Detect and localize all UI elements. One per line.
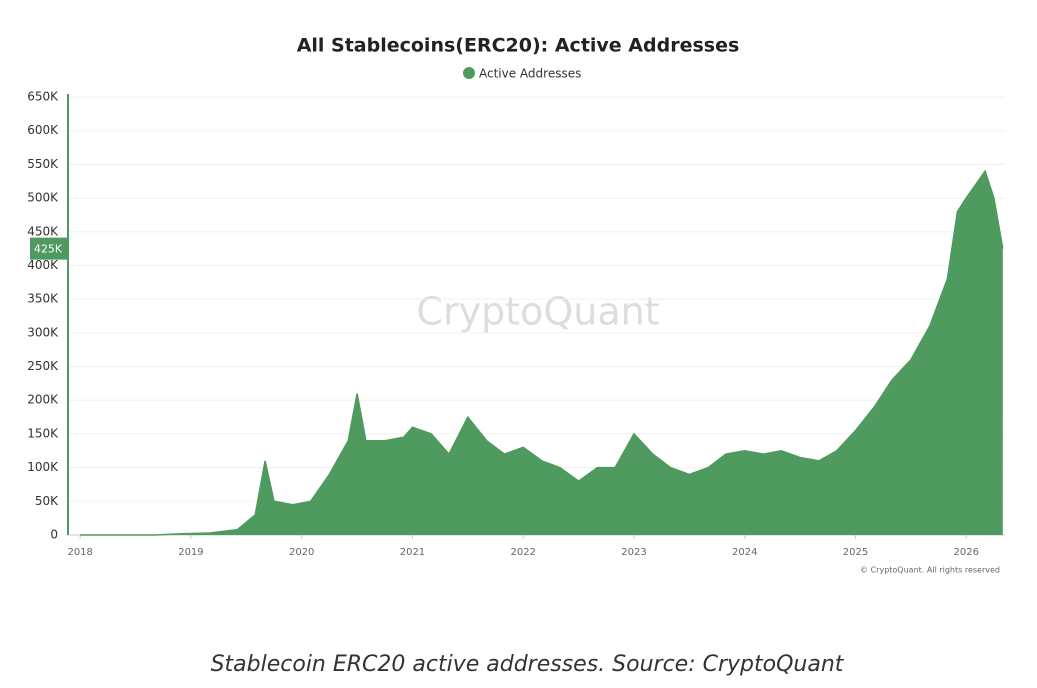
y-tick-label: 400K	[27, 258, 59, 272]
current-value-label: 425K	[34, 243, 63, 256]
y-tick-label: 150K	[27, 426, 59, 440]
x-tick-label: 2026	[954, 547, 979, 558]
current-value-badge	[30, 237, 67, 260]
y-tick-label: 300K	[27, 325, 59, 339]
legend-label: Active Addresses	[479, 67, 581, 81]
y-tick-label: 350K	[27, 292, 59, 306]
y-tick-label: 100K	[27, 460, 59, 474]
area-fill	[80, 171, 1003, 535]
y-tick-label: 600K	[27, 123, 59, 137]
watermark: CryptoQuant	[416, 290, 659, 334]
chart-title: All Stablecoins(ERC20): Active Addresses	[297, 35, 740, 57]
y-tick-label: 550K	[27, 157, 59, 171]
y-tick-label: 650K	[27, 90, 59, 104]
x-tick-label: 2018	[67, 547, 92, 558]
caption: Stablecoin ERC20 active addresses. Sourc…	[211, 652, 845, 677]
y-tick-label: 250K	[27, 359, 59, 373]
copyright: © CryptoQuant. All rights reserved	[860, 566, 1000, 575]
y-tick-label: 0	[50, 528, 58, 542]
x-tick-label: 2020	[289, 547, 314, 558]
y-tick-label: 200K	[27, 393, 59, 407]
x-tick-label: 2019	[178, 547, 203, 558]
x-tick-label: 2022	[510, 547, 535, 558]
y-tick-label: 500K	[27, 191, 59, 205]
x-tick-label: 2024	[732, 547, 757, 558]
area-line	[80, 169, 1004, 536]
x-tick-label: 2021	[400, 547, 425, 558]
x-tick-label: 2023	[621, 547, 646, 558]
legend-marker	[463, 67, 475, 79]
x-tick-label: 2025	[843, 547, 868, 558]
y-tick-label: 50K	[35, 494, 59, 508]
y-tick-label: 450K	[27, 224, 59, 238]
